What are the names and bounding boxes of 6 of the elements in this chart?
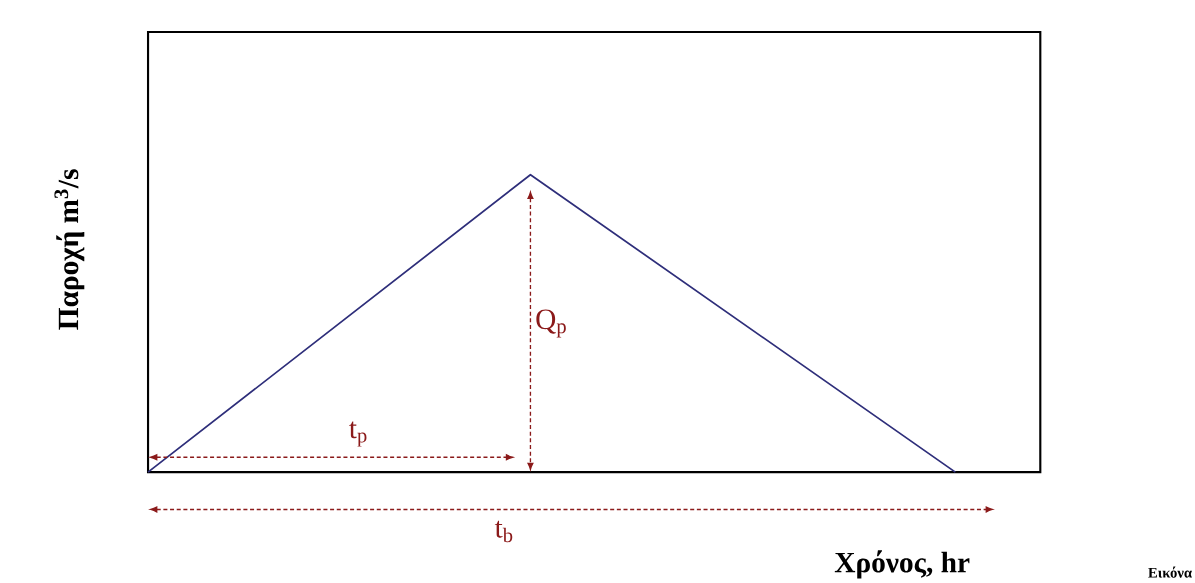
y-axis-title: Παροχή m$^{3}$/s xyxy=(54,169,85,330)
text: t$_{b}$ xyxy=(494,520,513,543)
text: Εικόνα xyxy=(1148,566,1192,578)
annotation: Q$_{p}$ xyxy=(536,309,566,338)
x-axis-title: Χρόνος, hr xyxy=(834,550,970,579)
annotation: t$_{p}$ xyxy=(349,421,367,447)
